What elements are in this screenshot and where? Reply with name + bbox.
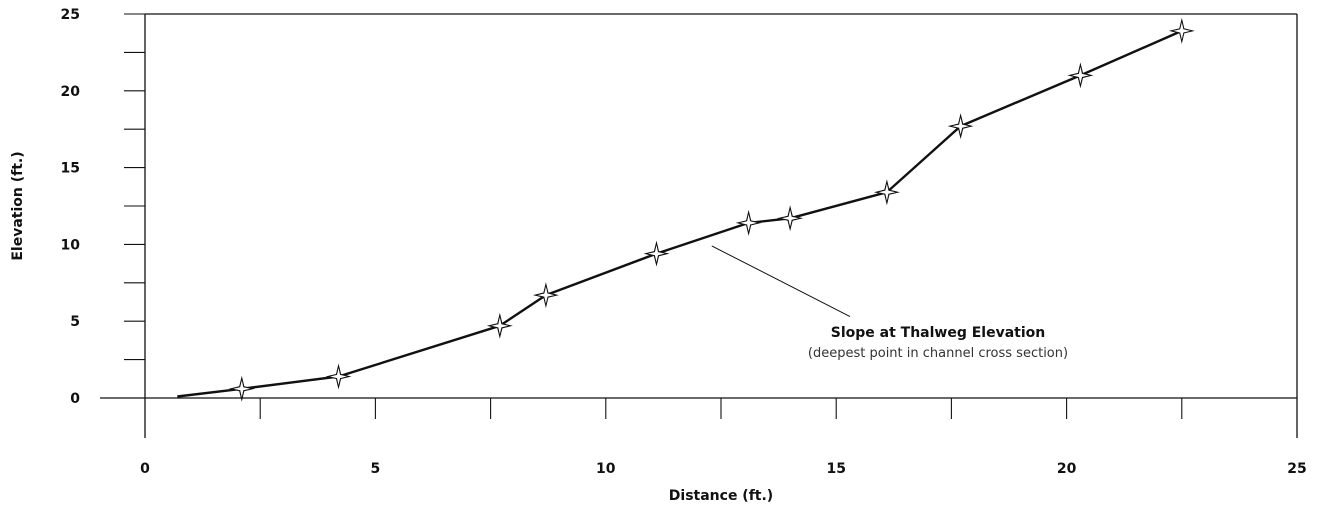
series-line — [177, 29, 1183, 398]
x-tick-labels: 0 5 10 15 20 25 — [140, 461, 1307, 477]
x-tick-label: 0 — [140, 461, 150, 477]
x-axis-ticks — [259, 398, 1183, 419]
y-axis-ticks — [124, 13, 145, 361]
data-point-marker-inner — [537, 286, 555, 304]
annotation: Slope at Thalweg Elevation (deepest poin… — [711, 245, 1068, 361]
data-point-marker-inner — [648, 245, 665, 263]
data-point-marker-inner — [952, 117, 970, 135]
data-point-marker-inner — [781, 209, 799, 227]
data-point-marker-inner — [1071, 66, 1089, 84]
x-tick-label: 25 — [1287, 461, 1306, 477]
x-axis-title: Distance (ft.) — [669, 488, 773, 504]
y-tick-label: 25 — [61, 7, 80, 23]
x-tick-label: 10 — [596, 461, 616, 477]
data-point-marker-inner — [491, 317, 509, 335]
y-tick-label: 5 — [70, 314, 80, 330]
annotation-title: Slope at Thalweg Elevation — [831, 325, 1046, 341]
y-tick-label: 0 — [70, 391, 80, 407]
annotation-subtitle: (deepest point in channel cross section) — [808, 346, 1068, 361]
annotation-leader-line — [711, 245, 851, 318]
series-elevation — [177, 29, 1183, 398]
y-tick-label: 10 — [61, 237, 81, 253]
x-tick-label: 15 — [826, 461, 845, 477]
data-markers — [228, 17, 1195, 402]
data-point-marker-inner — [233, 380, 251, 398]
data-point-marker-inner — [330, 368, 347, 385]
y-tick-labels: 0 5 10 15 20 25 — [61, 7, 81, 407]
axes-frame — [100, 13, 1298, 438]
data-point-marker-inner — [878, 183, 896, 201]
data-point-marker-inner — [1173, 22, 1191, 40]
y-tick-label: 15 — [61, 161, 80, 177]
y-tick-label: 20 — [61, 84, 81, 100]
x-tick-label: 20 — [1057, 461, 1077, 477]
x-tick-label: 5 — [371, 461, 381, 477]
data-point-marker-inner — [740, 214, 758, 232]
y-axis-title: Elevation (ft.) — [10, 151, 26, 260]
